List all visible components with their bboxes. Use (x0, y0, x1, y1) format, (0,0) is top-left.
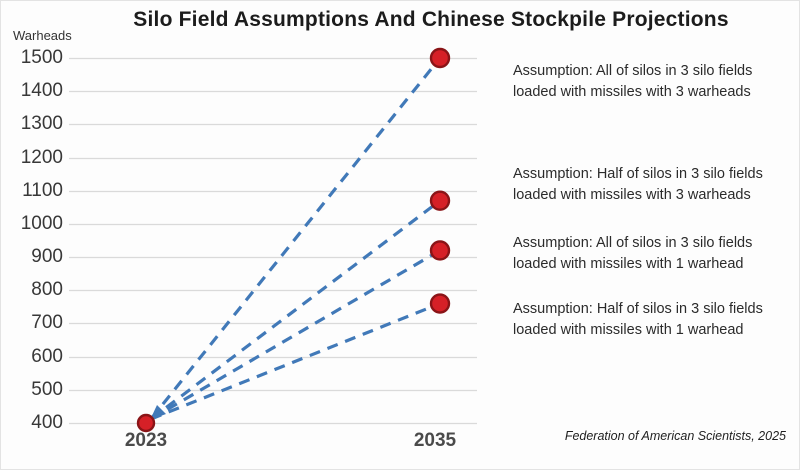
end-point-3 (429, 293, 451, 314)
end-point-0 (429, 47, 451, 69)
annotation-line: loaded with missiles with 1 warhead (513, 256, 744, 272)
y-tick-900: 900 (31, 246, 63, 268)
end-point-1 (429, 190, 451, 211)
end-point-2 (429, 240, 451, 261)
annotation-line: Assumption: All of silos in 3 silo field… (513, 235, 753, 251)
start-arrow-icon (150, 405, 166, 420)
annotation-line: Assumption: Half of silos in 3 silo fiel… (513, 166, 763, 182)
annotation-line: loaded with missiles with 1 warhead (513, 322, 744, 338)
attribution: Federation of American Scientists, 2025 (564, 429, 786, 443)
y-tick-1100: 1100 (22, 179, 63, 201)
start-point-2023 (136, 413, 156, 433)
x-tick-2023: 2023 (124, 430, 168, 451)
annotation-line: loaded with missiles with 3 warheads (513, 187, 751, 203)
projection-line-2 (150, 249, 441, 421)
annotation-line: loaded with missiles with 3 warheads (513, 84, 751, 100)
y-tick-1300: 1300 (20, 113, 63, 135)
y-tick-800: 800 (31, 279, 63, 301)
y-tick-1400: 1400 (20, 80, 63, 102)
projection-line-3 (150, 302, 441, 421)
projection-line-1 (150, 199, 441, 421)
annotation-1: Assumption: Half of silos in 3 silo fiel… (513, 164, 799, 206)
y-axis-label: Warheads (13, 28, 72, 43)
annotation-line: Assumption: Half of silos in 3 silo fiel… (513, 301, 763, 317)
annotation-0: Assumption: All of silos in 3 silo field… (513, 61, 799, 103)
annotation-3: Assumption: Half of silos in 3 silo fiel… (513, 299, 799, 341)
y-tick-1000: 1000 (20, 212, 63, 234)
y-tick-500: 500 (31, 378, 63, 400)
annotation-2: Assumption: All of silos in 3 silo field… (513, 233, 799, 275)
y-tick-400: 400 (31, 412, 63, 433)
annotation-line: Assumption: All of silos in 3 silo field… (513, 63, 753, 79)
y-tick-1500: 1500 (20, 47, 63, 68)
projection-line-0 (149, 57, 442, 420)
y-tick-600: 600 (31, 345, 63, 367)
chart-title: Silo Field Assumptions And Chinese Stock… (133, 8, 729, 31)
y-tick-700: 700 (31, 312, 63, 334)
x-tick-2035: 2035 (413, 430, 457, 451)
y-tick-1200: 1200 (20, 146, 63, 168)
